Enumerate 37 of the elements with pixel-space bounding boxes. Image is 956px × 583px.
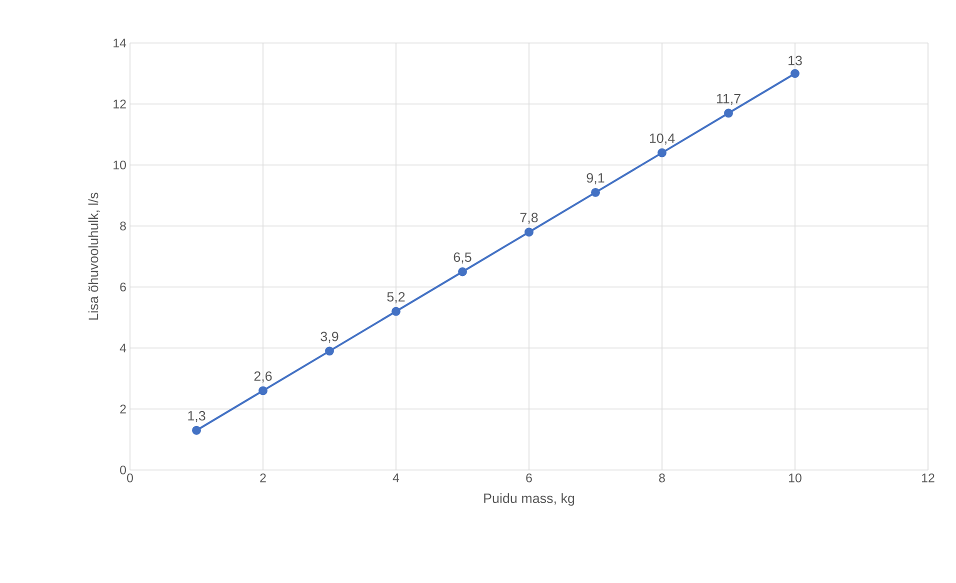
point [258, 386, 268, 396]
y-tick-label: 14 [114, 38, 126, 48]
y-tick-label: 10 [114, 160, 126, 170]
y-axis-title: Lisa õhuvooluhulk, l/s [88, 192, 100, 320]
text: 9,1 [586, 173, 604, 184]
text: 6,5 [454, 252, 472, 264]
x-tick-label: 10 [789, 474, 802, 482]
y-tick-label: 2 [120, 404, 126, 414]
point [524, 228, 534, 237]
text: 10,4 [650, 133, 675, 145]
point [658, 148, 666, 158]
y-tick-label: 4 [120, 344, 126, 352]
point [724, 108, 733, 118]
text: 1,3 [188, 411, 206, 422]
x-tick-label: 8 [659, 474, 665, 482]
text: 13 [788, 56, 802, 66]
x-tick-label: 2 [260, 474, 266, 482]
x-tick-label: 4 [392, 474, 400, 482]
y-tick-label: 6 [120, 282, 126, 292]
point [790, 69, 800, 78]
x-tick-label: 0 [127, 474, 133, 482]
x-tick-label: 6 [526, 474, 532, 482]
text: 7,8 [520, 212, 538, 224]
y-tick-label: 12 [114, 100, 126, 108]
text: 3,9 [320, 332, 338, 343]
point [392, 306, 400, 316]
y-tick-label: 0 [120, 466, 126, 474]
y-tick-label: 8 [120, 222, 126, 230]
text: 2,6 [254, 371, 272, 382]
point [458, 267, 467, 276]
point [591, 188, 600, 197]
x-tick-label: 12 [922, 474, 934, 482]
point [192, 426, 201, 435]
x-axis-title: Puidu mass, kg [484, 493, 574, 506]
point [325, 346, 334, 356]
text: 5,2 [387, 292, 405, 304]
text: 11,7 [716, 94, 740, 105]
